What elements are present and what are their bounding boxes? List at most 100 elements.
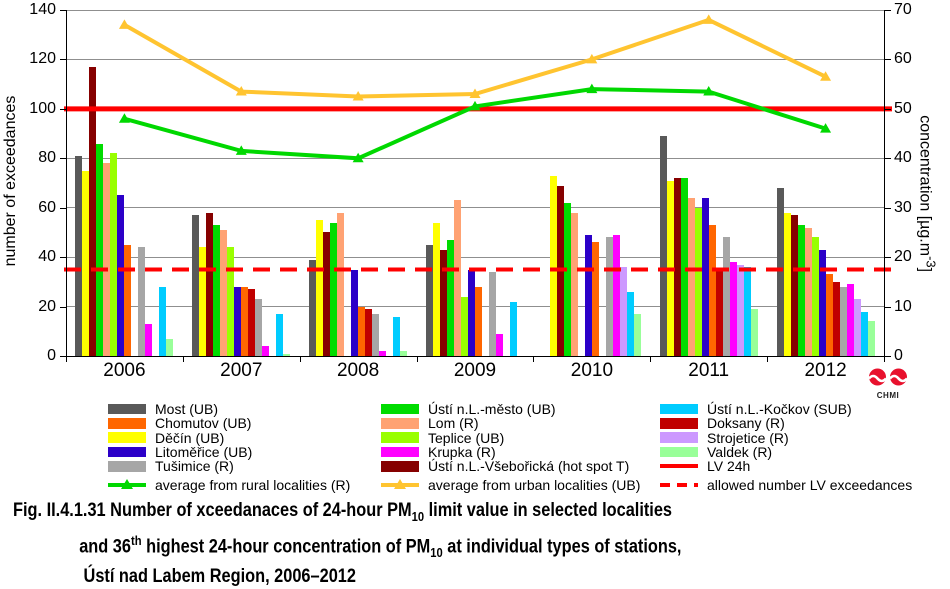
triangle-marker (118, 19, 130, 29)
legend-label: Chomutov (UB) (155, 415, 252, 432)
legend-item: allowed number LV exceedances (660, 476, 913, 493)
legend-item: Valdek (R) (660, 444, 912, 461)
legend-triangle-marker-icon (121, 479, 133, 490)
legend-swatch-doksany-r (660, 418, 698, 429)
x-axis-tick (299, 356, 301, 362)
grid-line (66, 256, 884, 258)
bar-lom-r (220, 230, 228, 356)
legend-label: Tušimice (R) (155, 458, 234, 475)
bar-krupka-r (846, 284, 854, 356)
bar-d-n-ub (433, 222, 440, 356)
bar-doksany-r (715, 269, 723, 356)
y-axis-tick-label-left: 0 (47, 347, 56, 364)
y-axis-tick-label-left: 60 (38, 198, 56, 216)
bar-d-n-ub (666, 180, 674, 356)
bar-krupka-r (729, 262, 737, 356)
triangle-marker (703, 14, 715, 24)
legend-label: Lom (R) (428, 415, 479, 432)
grid-line (66, 207, 884, 209)
bar-lom-r (103, 163, 111, 356)
bar-teplice-ub (461, 296, 468, 356)
bar-st-n-l-ko-kov-sub (159, 286, 167, 356)
bar-most-ub (309, 259, 317, 356)
bar-chomutov-ub (708, 225, 716, 356)
y-axis-tick-label-right: 30 (894, 198, 912, 216)
bar-st-n-l-ko-kov-sub (743, 267, 751, 356)
bar-st-n-l-ko-kov-sub (510, 301, 517, 356)
y-axis-tick-label-right: 0 (894, 347, 903, 364)
legend-label: Krupka (R) (428, 444, 496, 461)
bar-chomutov-ub (475, 286, 482, 356)
x-axis-year-label: 2008 (336, 360, 380, 381)
legend-item: average from rural localities (R) (108, 477, 350, 493)
bar-st-n-l-m-sto-ub (213, 225, 221, 356)
chmi-logo-text: CHMI (876, 391, 900, 400)
bar-st-n-l-m-sto-ub (447, 239, 454, 356)
legend-item: Teplice (UB) (381, 430, 640, 446)
legend-item: Tušimice (R) (108, 458, 350, 475)
caption-line-3: Ústí nad Labem Region, 2006–2012 (13, 565, 950, 589)
bar-tu-imice-r (255, 299, 263, 356)
triangle-marker (820, 71, 832, 81)
x-axis-tick (66, 356, 67, 362)
y-axis-tick-right (884, 10, 891, 11)
legend-label: allowed number LV exceedances (707, 476, 913, 493)
bar-teplice-ub (811, 237, 819, 356)
y-axis-title-left: number of exceedances (2, 95, 19, 267)
y-axis-tick-left (60, 108, 66, 110)
bar-litom-ice-ub (818, 249, 826, 356)
legend-item: Ústí n.L.-Všebořická (hot spot T) (381, 458, 640, 474)
legend-label: Valdek (R) (707, 444, 773, 461)
bar-chomutov-ub (124, 244, 132, 356)
legend-swatch-st-n-l-v-ebo-ick-hot-spot-t (381, 461, 419, 472)
bar-d-n-ub (316, 220, 324, 356)
grid-line (66, 9, 884, 11)
caption-th-superscript: th (130, 532, 142, 548)
legend-label: Doksany (R) (707, 415, 785, 432)
x-axis-tick (533, 356, 535, 362)
triangle-marker (235, 86, 247, 96)
y-axis-tick-label-right: 70 (894, 1, 912, 18)
legend-line-marker-sample (381, 478, 419, 491)
bar-chomutov-ub (825, 274, 833, 356)
bar-doksany-r (832, 281, 840, 356)
legend-line-marker-sample (108, 478, 146, 491)
x-axis-year-label: 2007 (220, 360, 263, 381)
plot-area (64, 9, 892, 356)
line-average-from-rural-localities-r (123, 87, 827, 161)
grid-line (66, 108, 884, 110)
legend-swatch-lom-r (381, 418, 419, 429)
bar-most-ub (659, 136, 667, 356)
legend-item: Ústí n.L.-Kočkov (SUB) (660, 401, 912, 417)
caption-pm10-subscript: 10 (411, 508, 425, 524)
bar-litom-ice-ub (351, 269, 359, 356)
bar-st-n-l-ko-kov-sub (626, 291, 634, 356)
bar-st-n-l-v-ebo-ick-hot-spot-t (206, 212, 214, 356)
y-axis-tick-left (60, 356, 66, 357)
bar-most-ub (75, 155, 83, 356)
legend-item: Most (UB) (108, 401, 350, 417)
bar-tu-imice-r (489, 272, 496, 356)
bar-st-n-l-m-sto-ub (330, 222, 338, 356)
bar-litom-ice-ub (584, 234, 592, 356)
caption-text: Number of xceedanaces of 24-hour PM (105, 500, 412, 521)
bar-tu-imice-r (372, 314, 380, 356)
bar-doksany-r (365, 309, 373, 356)
legend-label: Litoměřice (UB) (155, 444, 253, 461)
bar-strojetice-r (736, 264, 744, 356)
bar-chomutov-ub (241, 286, 249, 356)
caption-text: highest 24-hour concentration of PM (141, 536, 431, 558)
bar-st-n-l-v-ebo-ick-hot-spot-t (440, 249, 447, 356)
y-axis-tick-left (60, 10, 66, 11)
legend-swatch-d-n-ub (108, 432, 146, 443)
bar-teplice-ub (110, 153, 118, 356)
bar-st-n-l-m-sto-ub (96, 143, 104, 356)
bar-teplice-ub (227, 247, 235, 356)
triangle-marker (235, 145, 247, 155)
bar-tu-imice-r (138, 247, 146, 356)
legend-item: Doksany (R) (660, 415, 912, 432)
bar-doksany-r (248, 289, 256, 356)
bar-lom-r (337, 212, 345, 356)
bar-d-n-ub (199, 247, 207, 356)
